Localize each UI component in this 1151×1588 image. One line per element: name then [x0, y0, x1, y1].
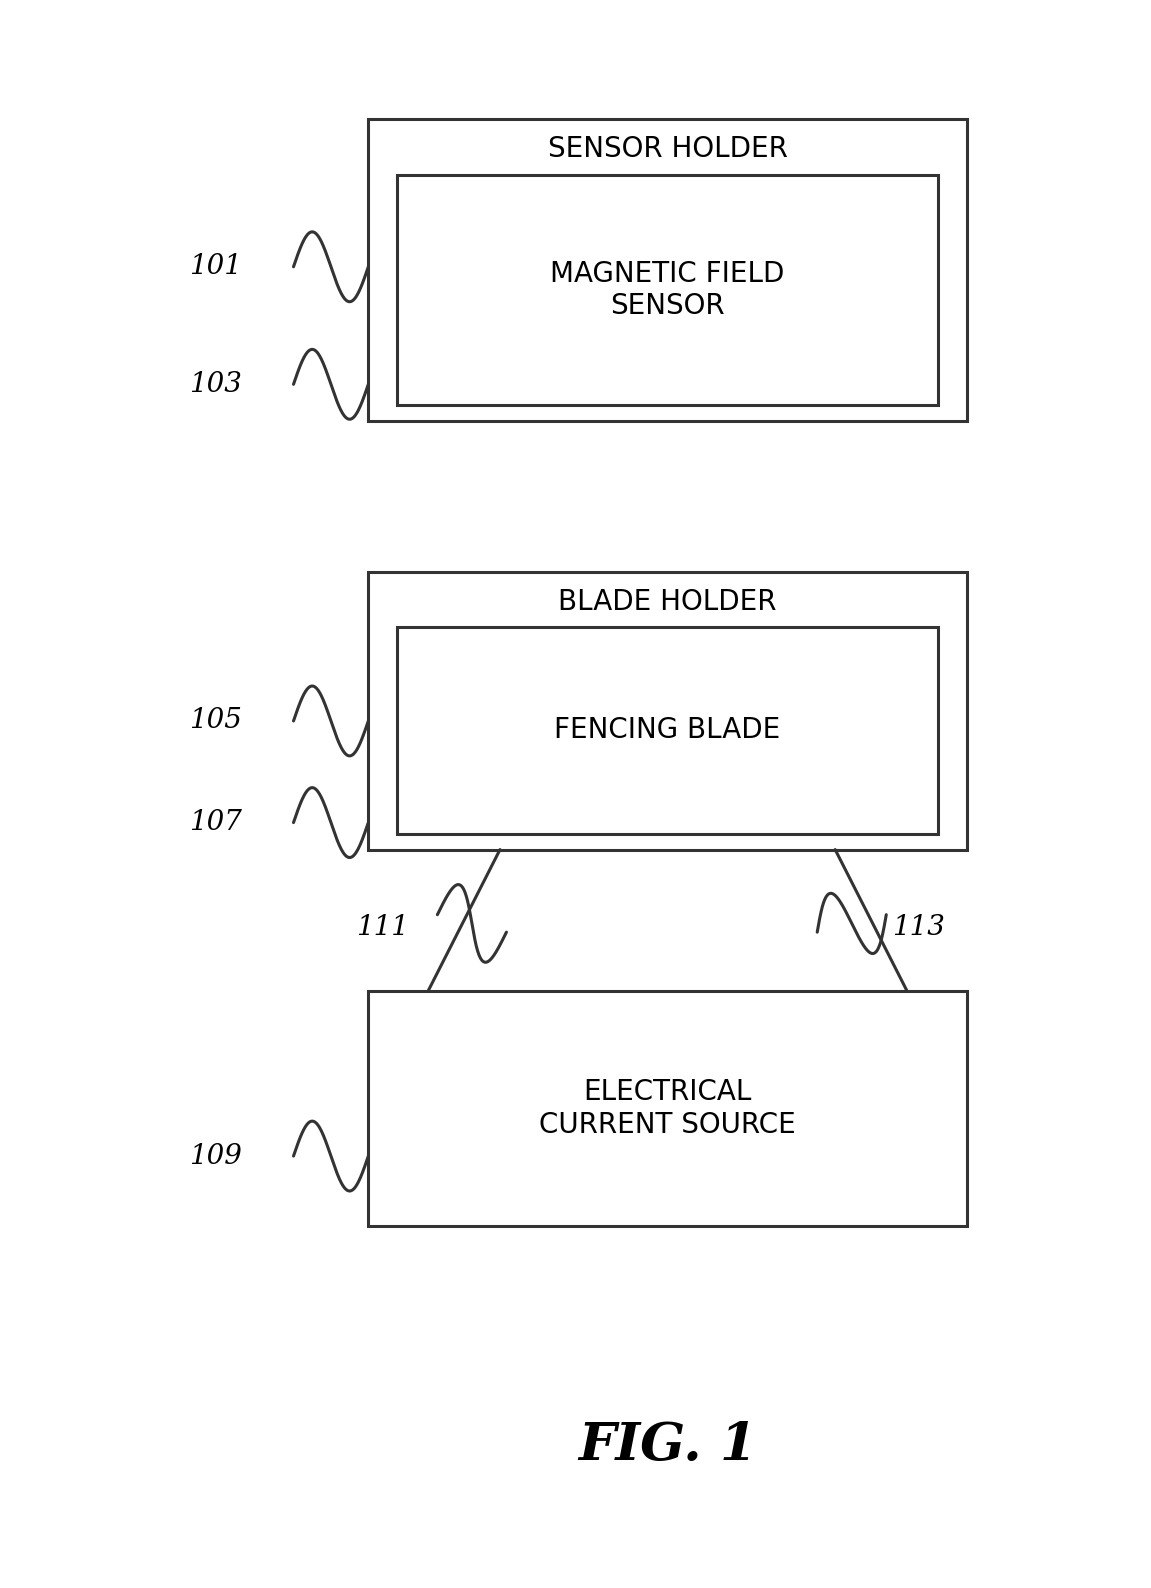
Text: ELECTRICAL
CURRENT SOURCE: ELECTRICAL CURRENT SOURCE [539, 1078, 796, 1139]
Text: 103: 103 [189, 370, 242, 399]
Bar [368, 572, 967, 850]
Text: 111: 111 [356, 913, 409, 942]
Text: 113: 113 [892, 913, 945, 942]
Text: 105: 105 [189, 707, 242, 735]
Bar [368, 991, 967, 1226]
Bar [397, 627, 938, 834]
Text: 107: 107 [189, 808, 242, 837]
Bar [368, 119, 967, 421]
Bar [397, 175, 938, 405]
Text: BLADE HOLDER: BLADE HOLDER [558, 588, 777, 616]
Text: FIG. 1: FIG. 1 [578, 1420, 757, 1470]
Text: SENSOR HOLDER: SENSOR HOLDER [548, 135, 787, 164]
Text: 109: 109 [189, 1142, 242, 1170]
Text: FENCING BLADE: FENCING BLADE [555, 716, 780, 745]
Text: MAGNETIC FIELD
SENSOR: MAGNETIC FIELD SENSOR [550, 259, 785, 321]
Text: 101: 101 [189, 252, 242, 281]
